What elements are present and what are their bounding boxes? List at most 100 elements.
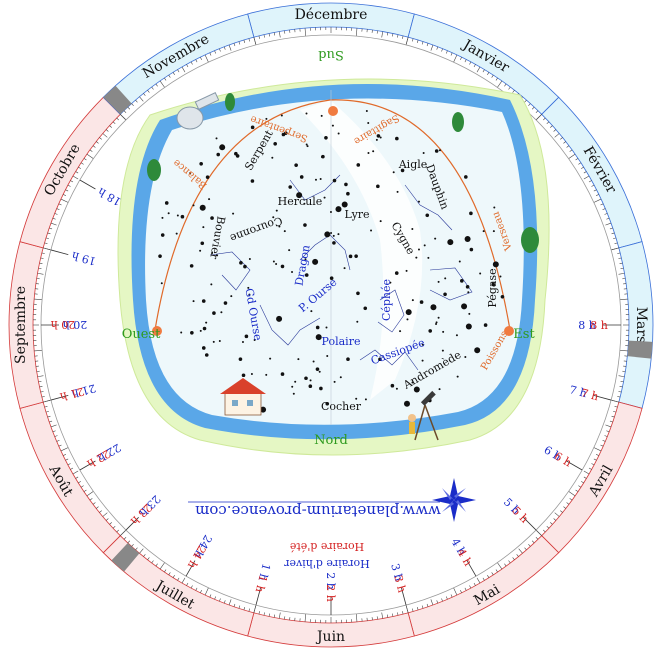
date-tick — [441, 598, 443, 602]
date-tick — [508, 86, 511, 90]
star — [483, 323, 488, 327]
star — [413, 386, 420, 393]
date-tick — [50, 424, 57, 428]
cardinal-east: Est — [513, 327, 535, 342]
date-tick — [131, 103, 134, 106]
star — [461, 303, 468, 310]
date-tick — [606, 217, 610, 220]
star — [456, 375, 459, 378]
date-tick — [228, 599, 232, 606]
star — [492, 230, 495, 233]
star — [253, 338, 256, 341]
date-tick — [147, 89, 150, 93]
star — [319, 177, 322, 180]
date-tick — [190, 585, 193, 589]
star — [379, 220, 382, 223]
star — [376, 184, 380, 189]
star — [204, 353, 209, 357]
star — [312, 360, 315, 363]
star — [294, 380, 297, 383]
date-tick — [223, 46, 226, 50]
date-tick — [135, 99, 138, 103]
date-tick — [602, 208, 606, 211]
date-tick — [617, 396, 621, 398]
star — [303, 223, 307, 227]
star — [161, 216, 164, 219]
star — [464, 235, 471, 242]
date-tick — [566, 145, 570, 148]
star — [202, 226, 205, 229]
date-tick — [58, 444, 62, 447]
date-tick — [56, 439, 60, 442]
date-tick — [139, 548, 144, 554]
date-tick — [50, 222, 57, 226]
date-tick — [618, 349, 628, 352]
date-tick — [392, 33, 394, 37]
star — [241, 373, 246, 378]
star — [190, 330, 194, 335]
star — [415, 256, 418, 259]
date-tick — [588, 180, 592, 183]
date-tick — [613, 237, 617, 240]
date-tick — [159, 80, 166, 89]
star — [325, 401, 330, 406]
star — [438, 388, 441, 391]
hour-label-summer: 7 h — [580, 386, 600, 403]
date-tick — [89, 498, 93, 501]
constellation-label: Céphée — [380, 279, 393, 321]
date-tick — [95, 141, 99, 144]
date-tick — [593, 189, 597, 192]
date-tick — [504, 83, 507, 87]
date-tick — [504, 563, 507, 567]
date-tick — [143, 554, 146, 557]
date-tick — [60, 198, 70, 204]
star — [405, 309, 412, 316]
date-tick — [512, 89, 515, 93]
date-tick — [105, 518, 109, 521]
hour-label-summer: 1 h — [253, 574, 270, 594]
date-tick — [273, 614, 276, 618]
constellation-line — [404, 184, 453, 231]
star — [379, 136, 382, 139]
date-tick — [181, 66, 186, 73]
star — [308, 384, 313, 388]
season-change-marker — [103, 85, 132, 115]
star — [212, 340, 215, 343]
month-sector — [102, 13, 255, 115]
date-tick — [273, 32, 276, 36]
constellation-label: Pégase — [486, 268, 499, 307]
hour-label-summer: 2 h — [324, 584, 337, 602]
constellation-label: Hercule — [278, 195, 323, 208]
hour-tick — [401, 587, 407, 606]
date-tick — [83, 489, 87, 492]
date-tick — [219, 598, 221, 602]
star — [315, 325, 320, 330]
star — [291, 270, 294, 273]
date-tick — [209, 52, 212, 56]
date-tick — [604, 435, 608, 437]
star — [306, 145, 309, 148]
hour-tick — [79, 460, 96, 471]
date-tick — [168, 572, 171, 576]
date-tick — [44, 406, 48, 408]
star — [333, 380, 336, 383]
date-tick — [550, 522, 553, 525]
date-tick — [54, 435, 58, 437]
date-tick — [531, 106, 535, 110]
star — [180, 214, 185, 219]
star — [329, 276, 334, 281]
star — [376, 134, 381, 138]
star — [325, 326, 328, 329]
date-tick — [80, 485, 84, 488]
season-change-marker — [627, 340, 653, 359]
date-tick — [606, 430, 610, 433]
date-tick — [397, 612, 399, 616]
star — [324, 135, 328, 140]
date-tick — [304, 612, 307, 622]
date-tick — [535, 110, 539, 114]
star — [331, 124, 334, 127]
date-tick — [550, 125, 553, 128]
star — [474, 347, 481, 354]
star — [421, 359, 424, 362]
